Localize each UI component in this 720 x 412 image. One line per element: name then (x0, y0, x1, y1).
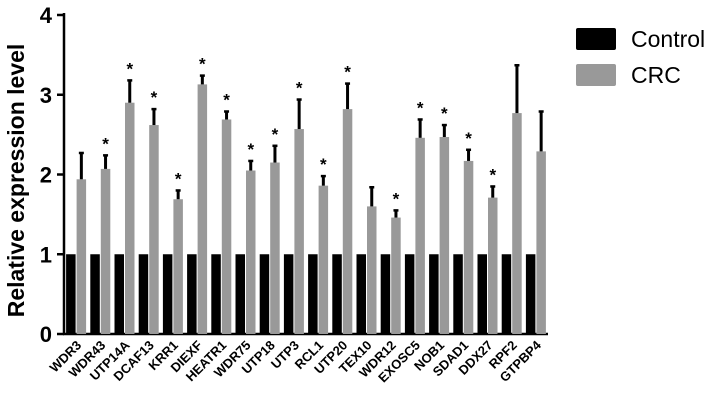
bar-control (235, 254, 245, 334)
bar-crc (76, 179, 87, 334)
bar-control (66, 254, 76, 334)
bar-control (187, 254, 197, 334)
significance-star: * (223, 90, 230, 109)
bar-control (283, 254, 294, 334)
legend-label-control: Control (631, 26, 705, 52)
bar-crc (125, 102, 135, 334)
bar-crc (149, 125, 159, 335)
bar-control (404, 254, 415, 334)
legend-swatch-crc (576, 64, 616, 86)
bar-control (162, 254, 173, 334)
significance-star: * (272, 125, 279, 144)
significance-star: * (102, 134, 109, 153)
bar-crc (512, 113, 522, 334)
bar-crc (221, 119, 232, 334)
bar-control (138, 254, 149, 334)
y-tick-label: 4 (40, 3, 53, 28)
bar-crc (342, 109, 353, 334)
bar-crc (391, 217, 401, 334)
legend-label-crc: CRC (631, 62, 681, 88)
y-tick-label: 1 (40, 242, 52, 267)
bar-control (308, 254, 318, 334)
bar-control (525, 254, 536, 334)
significance-star: * (151, 88, 158, 107)
bar-control (332, 254, 342, 334)
bar-crc (536, 151, 546, 334)
bar-crc (173, 199, 183, 334)
y-axis-label: Relative expression level (3, 44, 29, 318)
bar-control (429, 254, 439, 334)
significance-star: * (296, 79, 303, 98)
significance-star: * (344, 63, 351, 82)
significance-star: * (247, 140, 254, 159)
significance-star: * (441, 104, 448, 123)
bar-crc (367, 206, 377, 334)
bar-crc (463, 160, 474, 334)
legend-swatch-control (576, 28, 616, 50)
bar-crc (488, 197, 498, 334)
bar-control (380, 254, 391, 334)
bar-crc (294, 129, 304, 334)
bar-crc (100, 168, 111, 334)
y-tick-label: 2 (40, 163, 52, 188)
significance-star: * (199, 55, 206, 74)
bar-crc (415, 137, 425, 334)
y-tick-label: 0 (40, 322, 52, 347)
y-tick-label: 3 (40, 83, 52, 108)
bar-crc (439, 137, 450, 334)
bar-control (114, 254, 124, 334)
bar-control (259, 254, 270, 334)
bar-control (501, 254, 512, 334)
significance-star: * (417, 98, 424, 117)
chart-legend: Control CRC (576, 26, 705, 88)
x-tick-labels: WDR3WDR43UTP14ADCAF13KRR1DIEXFHEATR1WDR7… (47, 337, 545, 385)
bar-control (90, 254, 100, 334)
significance-star: * (175, 169, 182, 188)
significance-star: * (489, 165, 496, 184)
bar-crc (270, 162, 280, 334)
significance-star: * (393, 189, 400, 208)
bar-control (477, 254, 487, 334)
bar-control (211, 254, 221, 334)
significance-star: * (320, 155, 327, 174)
bar-crc (246, 170, 256, 334)
significance-star: * (126, 59, 133, 78)
bar-crc (197, 84, 208, 334)
chart-bars: * * * * * * * * * * * * * * * * (66, 55, 546, 335)
bar-crc (318, 185, 329, 334)
bar-control (356, 254, 366, 334)
significance-star: * (465, 129, 472, 148)
bar-control (453, 254, 463, 334)
